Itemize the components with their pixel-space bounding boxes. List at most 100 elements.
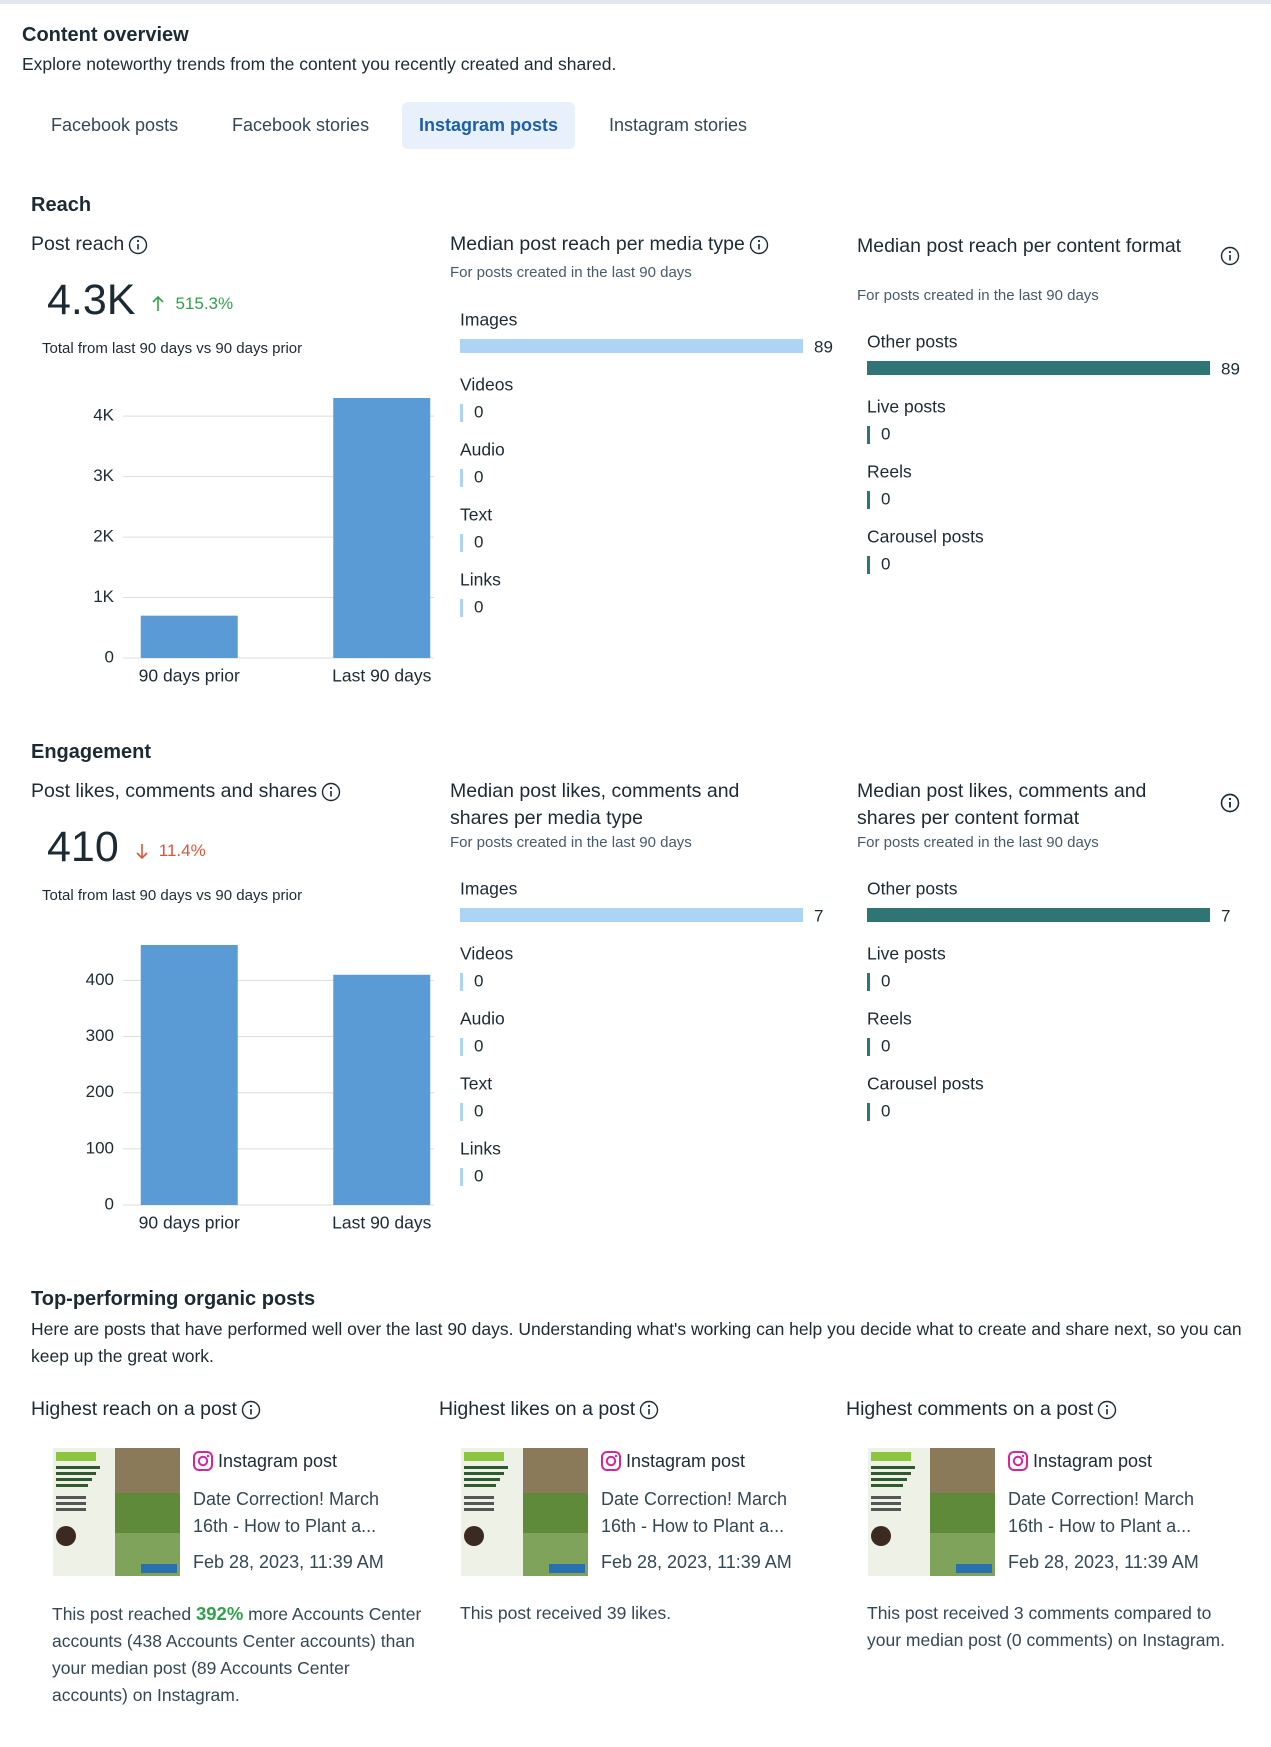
info-circle [321,782,341,801]
category-label: Carousel posts [867,527,984,547]
tab[interactable]: Facebook posts [51,115,179,135]
bar [867,361,1210,375]
value-label: 0 [881,1036,890,1055]
value-label: 0 [474,597,483,616]
category-label: Audio [460,1009,505,1029]
section-heading: Reach [31,194,92,216]
info-dot [1106,1404,1109,1407]
change-arrow [152,295,165,311]
bar [867,1103,870,1121]
thumb-panel [461,1448,523,1576]
metric-row: 4.3K 515.3% [47,276,233,325]
info-icon[interactable] [241,1400,261,1420]
y-tick-label: 400 [86,970,114,989]
info-circle [241,1400,261,1419]
info-icon[interactable] [1220,246,1240,266]
bar [460,339,803,353]
post-thumbnail [53,1448,180,1576]
info-icon[interactable] [1097,1400,1117,1420]
thumb-line [464,1508,494,1511]
info-icon[interactable] [639,1400,659,1420]
value-label: 0 [474,1101,483,1120]
tab[interactable]: Instagram stories [609,115,748,135]
value-label: 0 [474,532,483,551]
ig-lens [197,1455,209,1467]
post-thumbnail [868,1448,995,1576]
thumb-line [871,1478,907,1481]
thumb-line [56,1484,88,1487]
thumb-logo [956,1564,992,1573]
post-summary: This post received 3 comments compared t… [867,1600,1237,1654]
instagram-icon [1008,1451,1028,1471]
post-caption: Date Correction! March 16th - How to Pla… [601,1489,788,1536]
category-label: Links [460,1139,501,1159]
category-label: Images [460,880,518,899]
metric-change: 11.4% [158,840,206,860]
thumb-panel [868,1448,930,1576]
value-label: 89 [814,337,833,356]
post-caption: Date Correction! March 16th - How to Pla… [1008,1489,1195,1536]
tab[interactable]: Instagram posts [402,102,576,149]
tab[interactable]: Facebook stories [232,115,370,135]
thumb-logo [549,1564,585,1573]
chart-subtitle: For posts created in the last 90 days [857,834,1099,851]
x-tick-label: Last 90 days [332,1213,431,1233]
post-date: Feb 28, 2023, 11:39 AM [193,1552,384,1572]
comparison-chart: 0 1K 2K 3K 4K 90 days prior Last 90 days [93,398,434,686]
ig-frame [1008,1451,1028,1471]
thumb-line [56,1508,86,1511]
info-icon[interactable] [1220,793,1240,813]
ig-frame [193,1451,213,1471]
info-icon[interactable] [749,235,769,255]
summary-text: This post received 39 likes. [460,1603,672,1623]
info-circle [749,235,769,254]
info-dot [137,239,140,242]
y-tick-label: 3K [93,466,114,485]
card-title: Highest reach on a post [31,1398,237,1420]
metric-title: Post reach [31,233,125,255]
thumb-line [871,1508,901,1511]
x-tick-label: 90 days prior [139,666,240,686]
page-title: Content overview [22,24,189,46]
thumb-line [56,1502,86,1505]
info-circle [1220,246,1240,266]
thumb-banner [56,1452,96,1461]
hbar-chart: Other posts 7 Live posts 0 Reels 0 Carousel po… [867,880,1230,1121]
post-date: Feb 28, 2023, 11:39 AM [601,1552,792,1572]
info-circle [129,235,148,254]
info-dot [1228,797,1232,801]
y-tick-label: 300 [86,1026,114,1045]
post-summary: This post reached 392% more Accounts Cen… [52,1600,422,1709]
card-title: Highest comments on a post [846,1398,1094,1420]
arrow-head [136,851,148,859]
value-label: 0 [881,971,890,990]
bar [460,534,463,552]
chart-title: Median post likes, comments and shares p… [857,780,1147,829]
instagram-icon [193,1451,213,1471]
info-dot [249,1404,253,1407]
value-label: 89 [1221,359,1240,378]
summary-text: This post reached [52,1604,196,1624]
x-tick-label: 90 days prior [139,1213,240,1233]
thumb-line [871,1466,915,1469]
page-subtitle: Explore noteworthy trends from the conte… [22,54,617,74]
thumb-line [464,1496,494,1499]
info-icon[interactable] [128,235,148,255]
value-label: 0 [474,1036,483,1055]
y-tick-label: 2K [93,527,114,546]
thumb-panel [53,1448,115,1576]
chart-title-row: Median post reach per media type [450,233,769,256]
info-icon[interactable] [321,782,341,802]
bar [867,556,870,574]
section-heading: Engagement [31,741,152,763]
metric-value: 4.3K [47,276,136,324]
thumb-line [56,1496,86,1499]
bar [460,1103,463,1121]
ig-lens [1012,1455,1024,1467]
value-label: 0 [474,467,483,486]
ig-lens [605,1455,617,1467]
thumb-line [871,1502,901,1505]
y-tick-label: 0 [105,1194,114,1213]
thumb-photo [930,1493,995,1533]
post-summary: This post received 39 likes. [460,1600,830,1627]
